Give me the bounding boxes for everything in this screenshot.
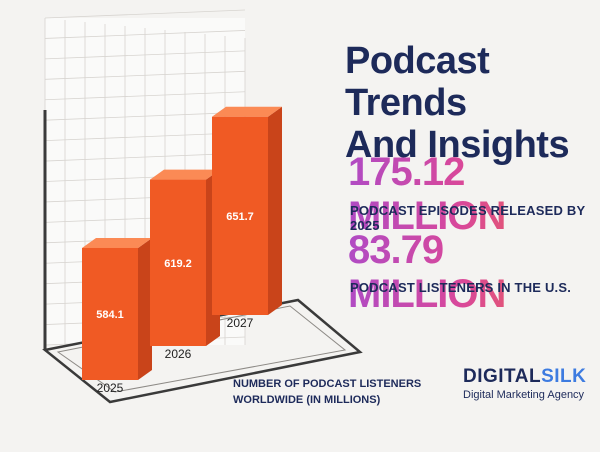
bar-top-2027 xyxy=(212,106,282,117)
grid-line-horizontal xyxy=(44,111,246,121)
grid-line-horizontal xyxy=(44,30,246,39)
bar-side-2025 xyxy=(138,237,152,380)
grid-line-horizontal xyxy=(44,50,246,60)
stat-listeners-caption: PODCAST LISTENERS IN THE U.S. xyxy=(350,280,572,295)
brand-logo: DIGITALSILK Digital Marketing Agency xyxy=(463,366,593,401)
page-title: Podcast Trends And Insights xyxy=(345,40,595,166)
category-label-2025: 2025 xyxy=(97,381,124,395)
title-line-2: And Insights xyxy=(345,124,570,166)
chart-bars xyxy=(82,106,282,380)
data-label-2025: 584.1 xyxy=(96,309,124,321)
bar-2025 xyxy=(82,247,138,380)
bar-2027 xyxy=(212,116,268,315)
chart-caption-line-1: NUMBER OF PODCAST LISTENERS xyxy=(233,378,422,390)
title-line-1: Podcast Trends xyxy=(345,40,490,124)
data-label-2027: 651.7 xyxy=(226,211,254,223)
data-label-2026: 619.2 xyxy=(164,258,192,270)
brand-name: DIGITALSILK xyxy=(463,366,593,388)
stat-episodes-value: 175.12 MILLION xyxy=(348,150,598,238)
grid-line-horizontal xyxy=(44,70,246,80)
brand-name-part2: SILK xyxy=(541,366,587,387)
chart-caption: NUMBER OF PODCAST LISTENERS WORLDWIDE (I… xyxy=(233,376,433,408)
category-label-2027: 2027 xyxy=(227,316,254,330)
brand-name-part1: DIGITAL xyxy=(463,366,542,387)
chart-caption-line-2: WORLDWIDE (IN MILLIONS) xyxy=(233,394,381,406)
bar-top-2025 xyxy=(82,237,152,248)
stat-episodes-caption: PODCAST EPISODES RELEASED BY 2025 xyxy=(350,203,586,233)
bar-top-2026 xyxy=(150,169,220,180)
stat-listeners-value: 83.79 MILLION xyxy=(348,228,598,316)
category-label-2026: 2026 xyxy=(165,347,192,361)
bar-side-2027 xyxy=(268,106,282,315)
brand-tagline: Digital Marketing Agency xyxy=(463,389,585,401)
bar-2026 xyxy=(150,179,206,346)
grid-line-horizontal xyxy=(44,91,246,101)
chart-labels: 584.1 2025 619.2 2026 651.7 2027 xyxy=(96,211,254,395)
grid-line-horizontal xyxy=(44,132,246,142)
grid-line-horizontal xyxy=(44,152,246,162)
grid-line-horizontal xyxy=(44,9,246,19)
